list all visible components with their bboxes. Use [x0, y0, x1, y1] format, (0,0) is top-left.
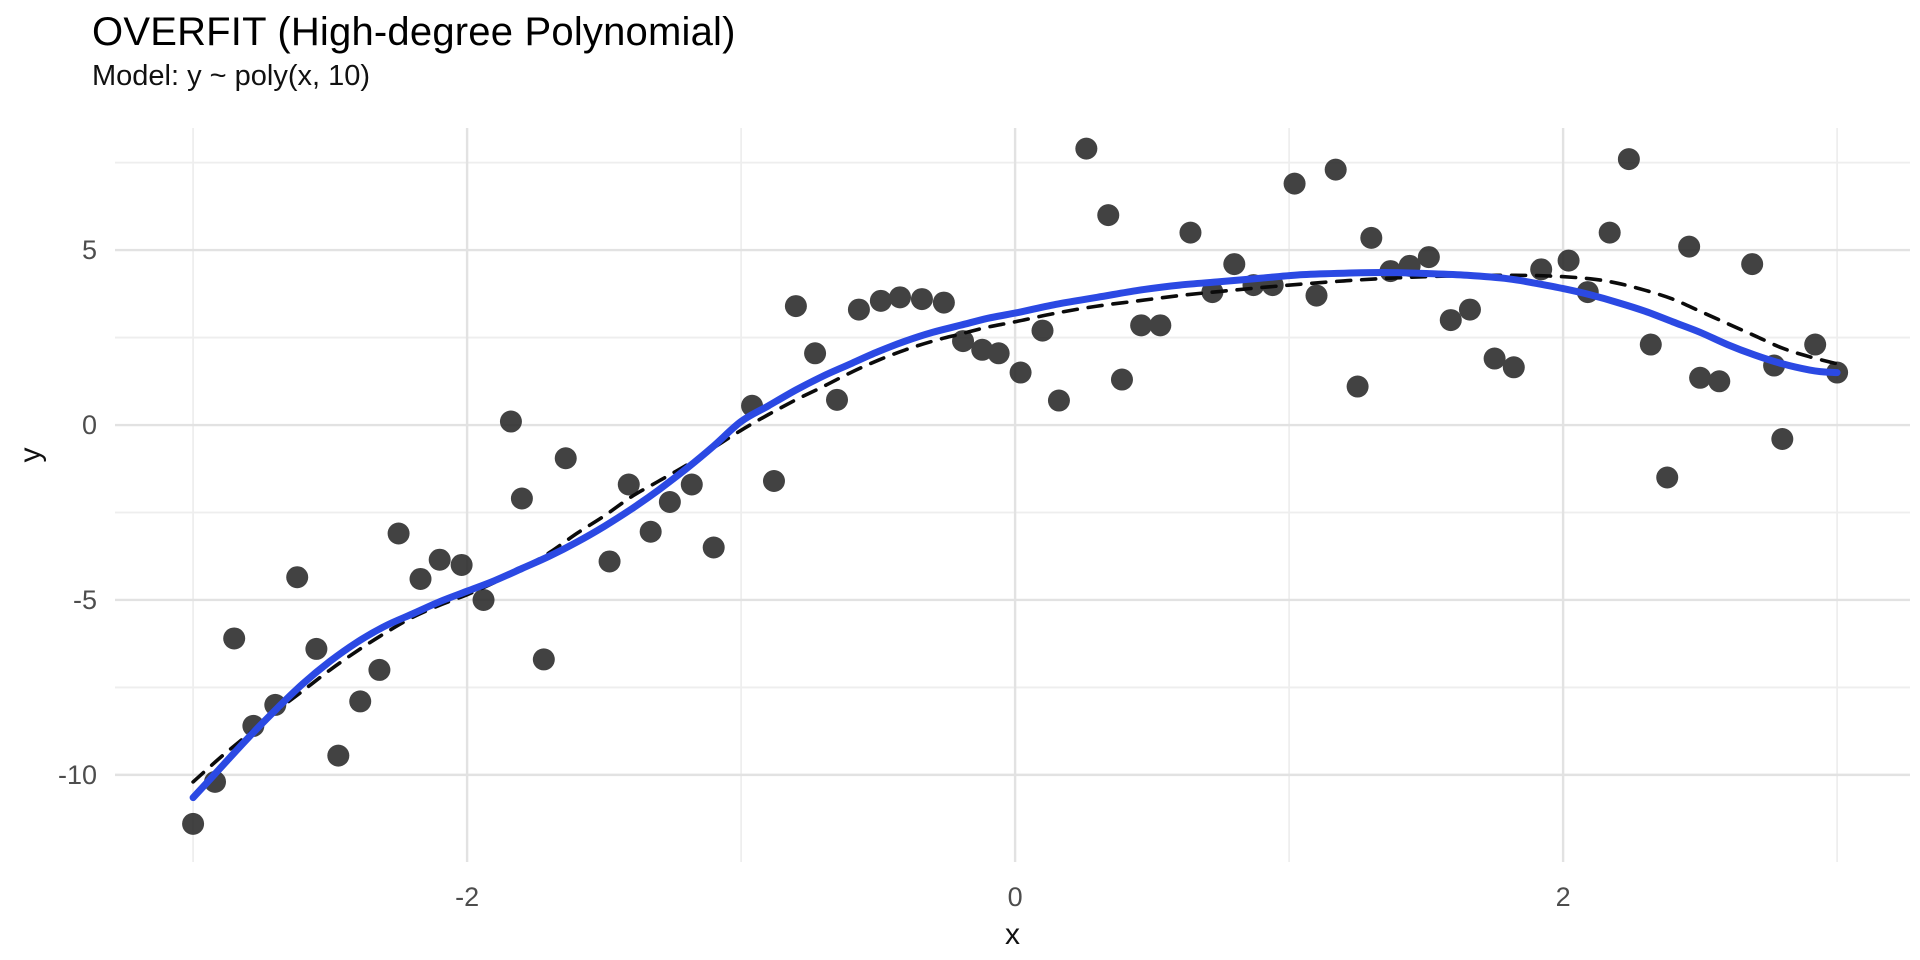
data-point [223, 627, 246, 650]
data-point [784, 295, 807, 318]
x-axis-title: x [1005, 918, 1020, 951]
data-point [1598, 221, 1621, 244]
data-point [1130, 314, 1153, 337]
x-tick-label: 0 [1008, 882, 1023, 912]
data-point [1149, 314, 1172, 337]
data-point [762, 470, 785, 493]
y-tick-label: 5 [82, 235, 97, 265]
data-point [1031, 319, 1054, 342]
data-point [264, 693, 287, 716]
data-point [889, 286, 912, 309]
data-point [1110, 368, 1133, 391]
data-point [1741, 253, 1764, 276]
data-point [617, 473, 640, 496]
grid-major-lines [115, 128, 1910, 862]
scatter-points [182, 137, 1849, 835]
data-point [1439, 309, 1462, 332]
data-point [1639, 333, 1662, 356]
data-point [702, 536, 725, 559]
data-point [510, 487, 533, 510]
y-tick-label: 0 [82, 410, 97, 440]
y-tick-label: -10 [58, 760, 97, 790]
data-point [639, 520, 662, 543]
data-point [368, 658, 391, 681]
y-axis-tick-labels: 5 0 -5 -10 [58, 235, 97, 790]
data-point [450, 553, 473, 576]
data-point [987, 342, 1010, 365]
data-point [182, 812, 205, 835]
data-point [826, 388, 849, 411]
chart-subtitle: Model: y ~ poly(x, 10) [92, 60, 371, 92]
data-point [1047, 389, 1070, 412]
x-axis-tick-labels: -2 0 2 [455, 882, 1571, 912]
data-point [305, 637, 328, 660]
data-point [932, 291, 955, 314]
data-point [349, 690, 372, 713]
data-point [1771, 428, 1794, 451]
data-point [847, 298, 870, 321]
data-point [472, 588, 495, 611]
data-point [804, 342, 827, 365]
data-point [499, 410, 522, 433]
data-point [1678, 235, 1701, 258]
grid-minor-lines [115, 128, 1910, 862]
data-point [680, 473, 703, 496]
data-point [910, 288, 933, 311]
data-point [428, 548, 451, 571]
y-axis-title: y [14, 448, 47, 463]
data-point [1075, 137, 1098, 160]
data-point [1009, 361, 1032, 384]
data-point [1346, 375, 1369, 398]
data-point [1223, 253, 1246, 276]
data-point [1360, 226, 1383, 249]
data-point [1502, 356, 1525, 379]
y-tick-label: -5 [73, 585, 97, 615]
data-point [869, 289, 892, 312]
data-point [658, 490, 681, 513]
data-point [286, 566, 309, 589]
data-point [1097, 204, 1120, 227]
data-point [409, 567, 432, 590]
data-point [1804, 333, 1827, 356]
data-point [1557, 249, 1580, 272]
x-tick-label: -2 [455, 882, 479, 912]
data-point [1179, 221, 1202, 244]
data-point [1324, 158, 1347, 181]
data-point [387, 522, 410, 545]
data-point [327, 744, 350, 767]
data-point [971, 338, 994, 361]
data-point [1617, 148, 1640, 171]
data-point [598, 550, 621, 573]
data-point [1708, 370, 1731, 393]
data-point [1689, 366, 1712, 389]
x-tick-label: 2 [1556, 882, 1571, 912]
data-point [952, 330, 975, 353]
data-point [1283, 172, 1306, 195]
data-point [532, 648, 555, 671]
overfit-smooth-poly10-curve [189, 268, 1841, 802]
data-point [554, 447, 577, 470]
data-point [1458, 298, 1481, 321]
chart-title: OVERFIT (High-degree Polynomial) [92, 10, 736, 54]
data-point [1656, 466, 1679, 489]
data-point [1305, 284, 1328, 307]
data-point [1417, 246, 1440, 269]
data-point [1483, 347, 1506, 370]
